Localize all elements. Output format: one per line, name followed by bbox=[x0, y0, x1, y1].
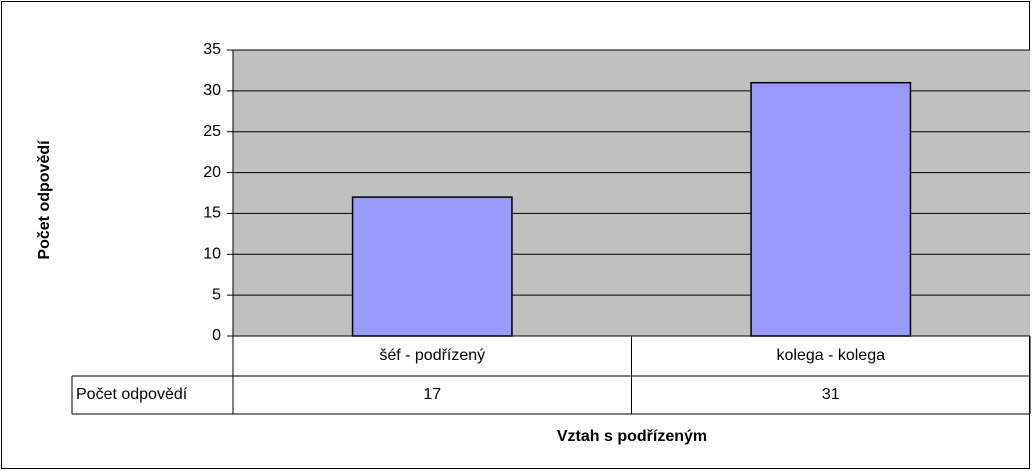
bar bbox=[750, 81, 912, 337]
bar bbox=[351, 196, 513, 337]
y-tick-label: 20 bbox=[203, 164, 221, 181]
y-tick-label: 10 bbox=[203, 246, 221, 263]
table-row-header: Počet odpovědí bbox=[76, 386, 188, 403]
y-tick-label: 30 bbox=[203, 82, 221, 99]
x-tick-label: šéf - podřízený bbox=[379, 347, 485, 364]
y-tick-label: 25 bbox=[203, 123, 221, 140]
table-value: 17 bbox=[423, 386, 441, 403]
x-tick-label: kolega - kolega bbox=[776, 347, 885, 364]
table-value: 31 bbox=[822, 386, 840, 403]
x-axis-title: Vztah s podřízeným bbox=[557, 428, 707, 445]
y-tick-label: 15 bbox=[203, 205, 221, 222]
y-tick-label: 0 bbox=[212, 327, 221, 344]
y-axis-title: Počet odpovědí bbox=[36, 140, 53, 260]
y-tick-label: 35 bbox=[203, 41, 221, 58]
y-tick-label: 5 bbox=[212, 286, 221, 303]
